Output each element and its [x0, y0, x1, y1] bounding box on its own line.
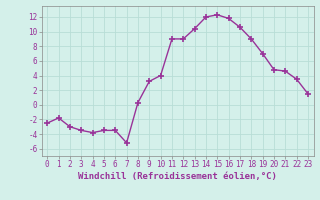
- X-axis label: Windchill (Refroidissement éolien,°C): Windchill (Refroidissement éolien,°C): [78, 172, 277, 181]
